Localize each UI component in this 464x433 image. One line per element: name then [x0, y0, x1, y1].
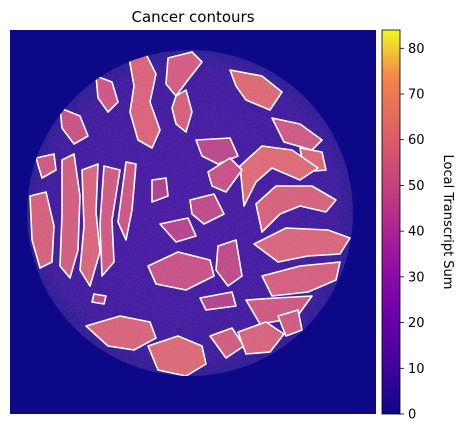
- colorbar-label: Local Transcript Sum: [440, 155, 455, 290]
- colorbar-tick-label: 40: [408, 225, 425, 240]
- colorbar-tick-label: 20: [408, 316, 425, 331]
- colorbar-tick-label: 0: [408, 408, 416, 423]
- colorbar-ticks: 0 10 20 30 40 50 60 70 80: [400, 42, 425, 423]
- colorbar-tick-label: 70: [408, 88, 425, 103]
- colorbar-tick-label: 60: [408, 133, 425, 148]
- colorbar: 0 10 20 30 40 50 60 70 80 Local Transcript Sum: [381, 29, 455, 423]
- colorbar-gradient: [381, 29, 401, 415]
- heatmap-image: [10, 30, 376, 414]
- grain-texture: [27, 50, 353, 376]
- colorbar-tick-label: 30: [408, 270, 425, 285]
- colorbar-tick-label: 50: [408, 179, 425, 194]
- colorbar-tick-label: 10: [408, 362, 425, 377]
- chart-title: Cancer contours: [131, 8, 254, 26]
- colorbar-tick-label: 80: [408, 42, 425, 57]
